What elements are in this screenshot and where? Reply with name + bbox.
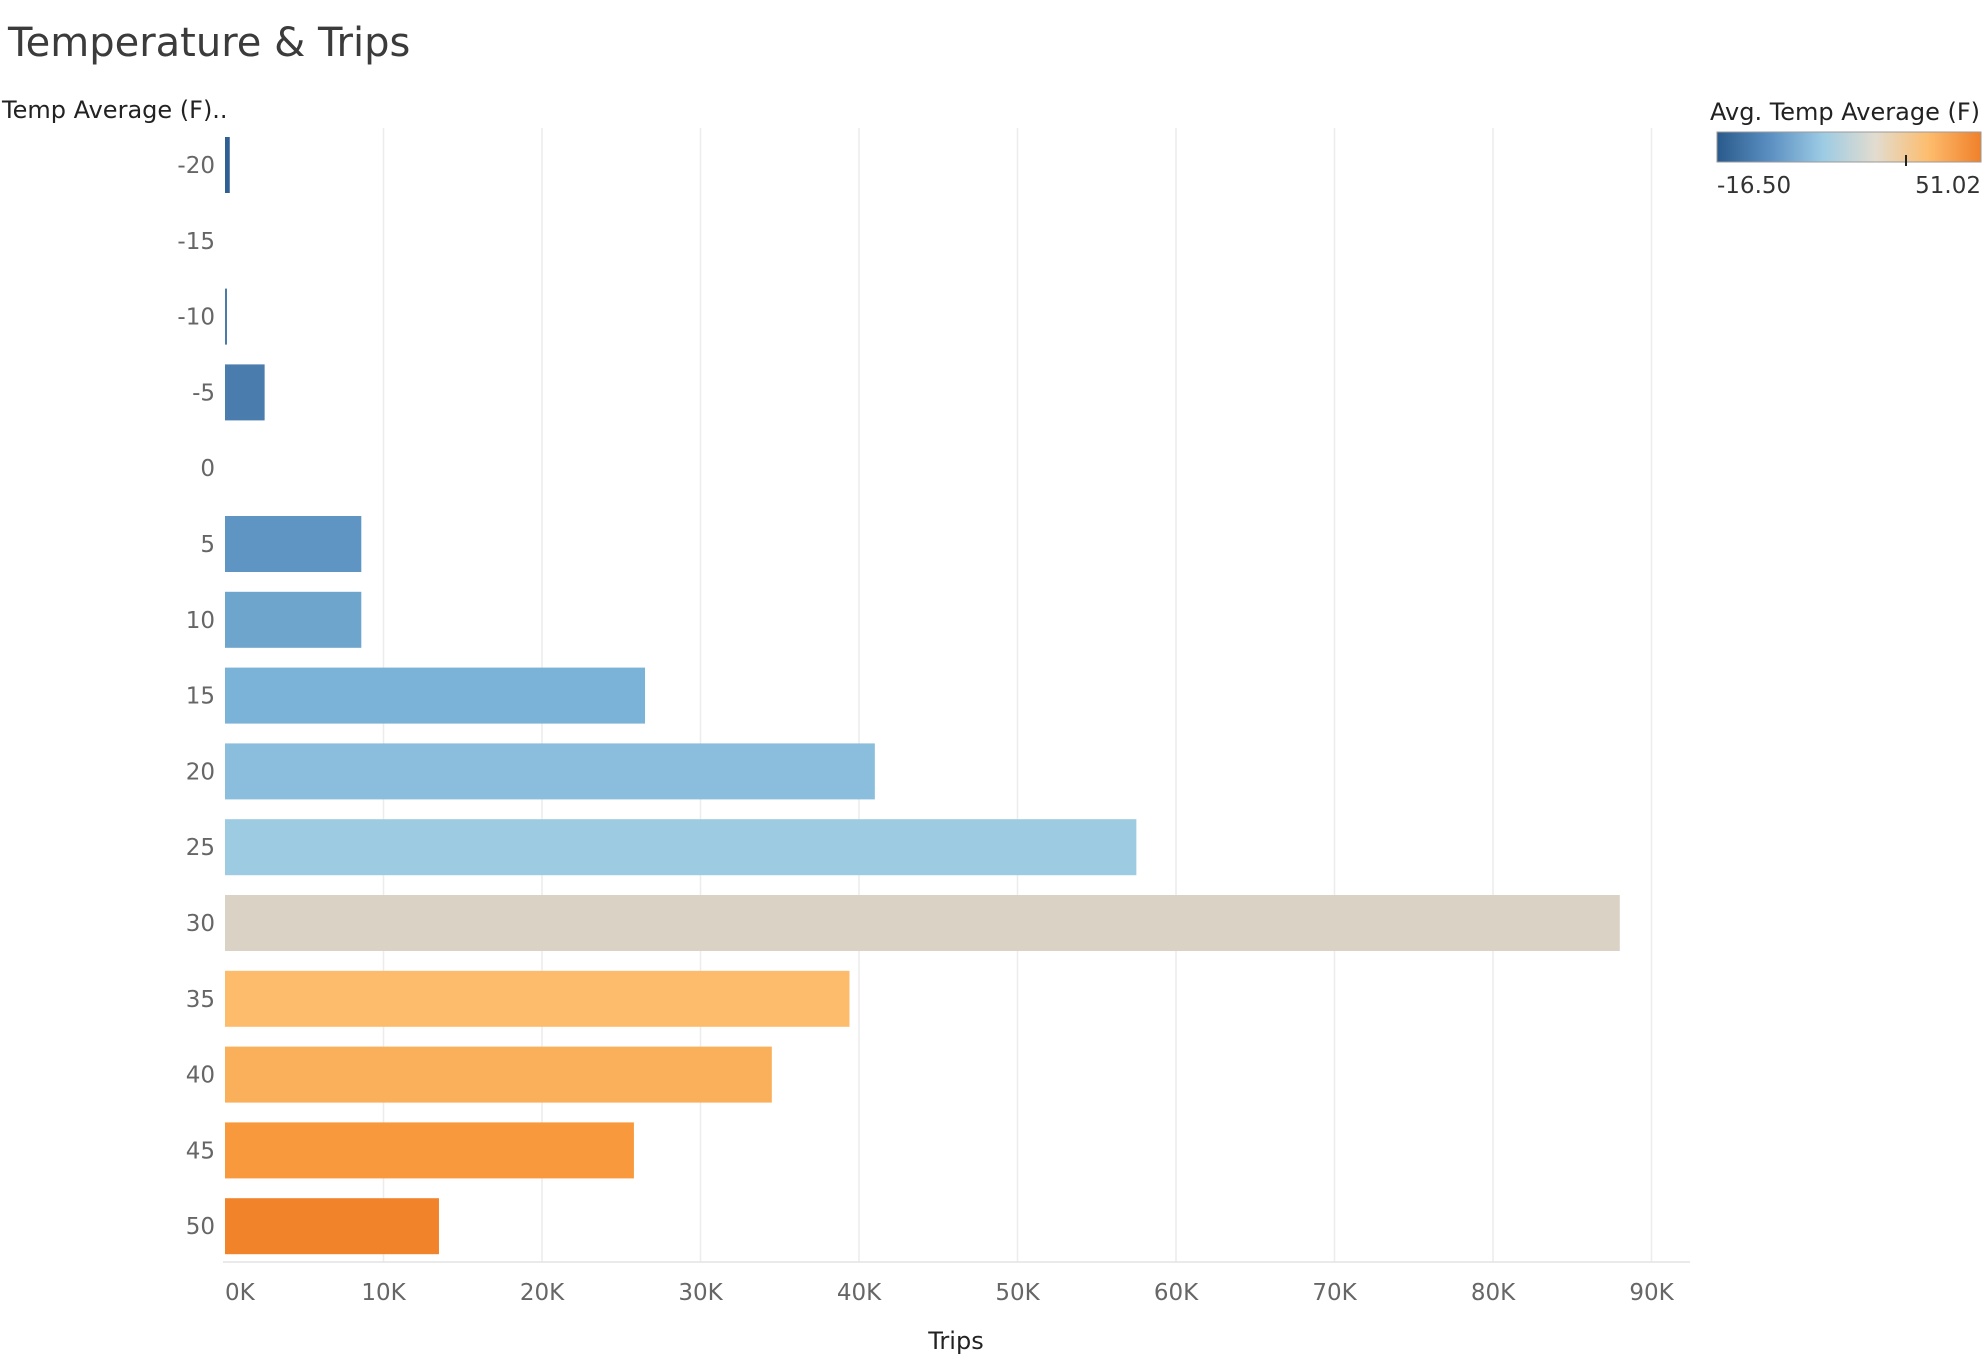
bar-temp-5 bbox=[225, 516, 362, 572]
x-tick-label: 10K bbox=[361, 1280, 406, 1306]
bar-temp--5 bbox=[225, 364, 265, 421]
bar-temp-40 bbox=[225, 1046, 772, 1103]
y-tick-label: -5 bbox=[192, 380, 215, 406]
y-tick-label: 50 bbox=[186, 1214, 215, 1240]
y-tick-label: 5 bbox=[200, 532, 215, 558]
legend-max-label: 51.02 bbox=[1915, 173, 1981, 199]
y-tick-label: -20 bbox=[177, 153, 215, 179]
y-tick-label: 10 bbox=[186, 608, 215, 634]
bar-temp-35 bbox=[225, 970, 850, 1027]
y-axis-title: Temp Average (F).. bbox=[1, 96, 228, 124]
y-tick-label: 15 bbox=[186, 684, 215, 710]
x-tick-label: 80K bbox=[1471, 1280, 1516, 1306]
bar-temp-50 bbox=[225, 1198, 439, 1255]
x-tick-label: 60K bbox=[1154, 1280, 1199, 1306]
y-tick-label: 40 bbox=[186, 1063, 215, 1089]
bar-temp-25 bbox=[225, 819, 1137, 876]
bars bbox=[225, 137, 1620, 1255]
x-tick-label: 90K bbox=[1629, 1280, 1674, 1306]
bar-temp-20 bbox=[225, 743, 875, 800]
legend-gradient-bar bbox=[1716, 131, 1982, 163]
y-axis-tick-labels: -20 -15 -10 -5 0 5 10 15 20 25 30 35 40 45 50 bbox=[177, 153, 215, 1240]
bar-temp-45 bbox=[225, 1122, 634, 1179]
y-tick-label: -15 bbox=[177, 229, 215, 255]
y-tick-label: 35 bbox=[186, 987, 215, 1013]
x-axis-tick-labels: 0K 10K 20K 30K 40K 50K 60K 70K 80K 90K bbox=[225, 1280, 1675, 1306]
x-tick-label: 20K bbox=[520, 1280, 565, 1306]
y-tick-label: 20 bbox=[186, 759, 215, 785]
chart-title: Temperature & Trips bbox=[7, 20, 410, 66]
bar-temp--20 bbox=[225, 137, 230, 193]
x-tick-label: 30K bbox=[678, 1280, 723, 1306]
x-tick-label: 70K bbox=[1312, 1280, 1357, 1306]
gridlines bbox=[382, 128, 1653, 1262]
legend-title: Avg. Temp Average (F) bbox=[1710, 98, 1980, 126]
y-tick-label: 25 bbox=[186, 835, 215, 861]
legend-min-label: -16.50 bbox=[1717, 173, 1791, 199]
x-tick-label: 50K bbox=[995, 1280, 1040, 1306]
bar-temp-30 bbox=[225, 895, 1620, 951]
x-axis-title: Trips bbox=[927, 1327, 983, 1355]
y-tick-label: 45 bbox=[186, 1138, 215, 1164]
bar-temp-15 bbox=[225, 667, 646, 724]
y-tick-label: -10 bbox=[177, 305, 215, 331]
bar-temp--10 bbox=[225, 288, 227, 345]
x-tick-label: 40K bbox=[837, 1280, 882, 1306]
y-tick-label: 0 bbox=[200, 456, 215, 482]
x-tick-label: 0K bbox=[225, 1280, 256, 1306]
bar-temp-10 bbox=[225, 591, 362, 648]
color-legend: Avg. Temp Average (F) -16.50 51.02 bbox=[1710, 98, 1982, 199]
y-tick-label: 30 bbox=[186, 911, 215, 937]
